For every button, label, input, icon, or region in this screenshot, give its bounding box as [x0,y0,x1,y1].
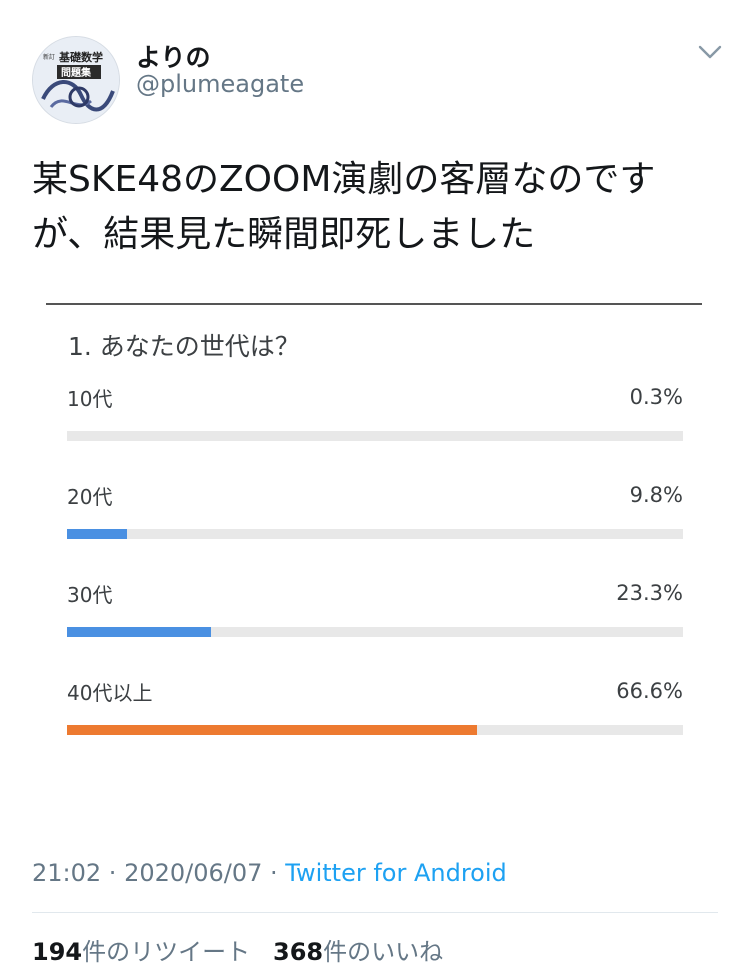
avatar-small-text: 新訂 [43,53,55,61]
retweets-label: 件のリツイート [82,938,251,966]
poll-option-label: 40代以上 [67,681,153,705]
poll-option: 40代以上 66.6% [67,677,683,747]
poll-option-percent: 23.3% [616,581,683,605]
retweets-count: 194 [32,938,83,966]
poll-option: 20代 9.8% [67,481,683,551]
tweet-stats: 194件のリツイート 368件のいいね [32,932,443,967]
poll-option-label: 20代 [67,485,113,509]
chevron-down-icon[interactable] [694,36,726,68]
poll-bar-fill [67,627,211,637]
poll-card: 1. あなたの世代は？ 10代 0.3% 20代 9.8% 30代 23.3% … [46,303,702,823]
poll-option: 30代 23.3% [67,579,683,649]
avatar-sub-text: 問題集 [61,66,92,79]
poll-bar-track [67,529,683,539]
card-divider [46,303,702,305]
tweet-date[interactable]: 2020/06/07 [124,859,263,887]
display-name[interactable]: よりの [136,43,211,72]
poll-option-label: 30代 [67,583,113,607]
meta-separator: · [101,859,125,887]
avatar-title-text: 基礎数学 [58,50,103,64]
poll-question: 1. あなたの世代は？ [68,332,300,361]
poll-bar-fill [67,431,69,441]
poll-option: 10代 0.3% [67,383,683,453]
poll-option-percent: 0.3% [629,385,683,409]
user-handle[interactable]: @plumeagate [136,70,305,98]
likes-count: 368 [273,938,324,966]
poll-bar-fill [67,529,128,539]
tweet-meta: 21:02 · 2020/06/07 · Twitter for Android [32,859,507,887]
poll-bar-fill [67,725,478,735]
avatar[interactable]: 新訂 基礎数学 問題集 [32,36,120,124]
tweet-time: 21:02 [32,859,102,887]
tweet-text: 某SKE48のZOOM演劇の客層なのですが、結果見た瞬間即死しました [32,159,656,255]
book-cover-icon: 新訂 基礎数学 問題集 [33,37,119,123]
likes-stat[interactable]: 368件のいいね [273,938,443,966]
retweets-stat[interactable]: 194件のリツイート [32,938,250,966]
stats-divider [32,912,718,913]
likes-label: 件のいいね [323,938,444,966]
tweet-header: 新訂 基礎数学 問題集 よりの @plumeagate [0,0,750,130]
meta-separator: · [262,859,286,887]
tweet-source-link[interactable]: Twitter for Android [285,859,507,887]
poll-bar-track [67,725,683,735]
poll-option-percent: 66.6% [616,679,683,703]
poll-bar-track [67,431,683,441]
poll-bar-track [67,627,683,637]
poll-option-label: 10代 [67,387,113,411]
poll-option-percent: 9.8% [629,483,683,507]
